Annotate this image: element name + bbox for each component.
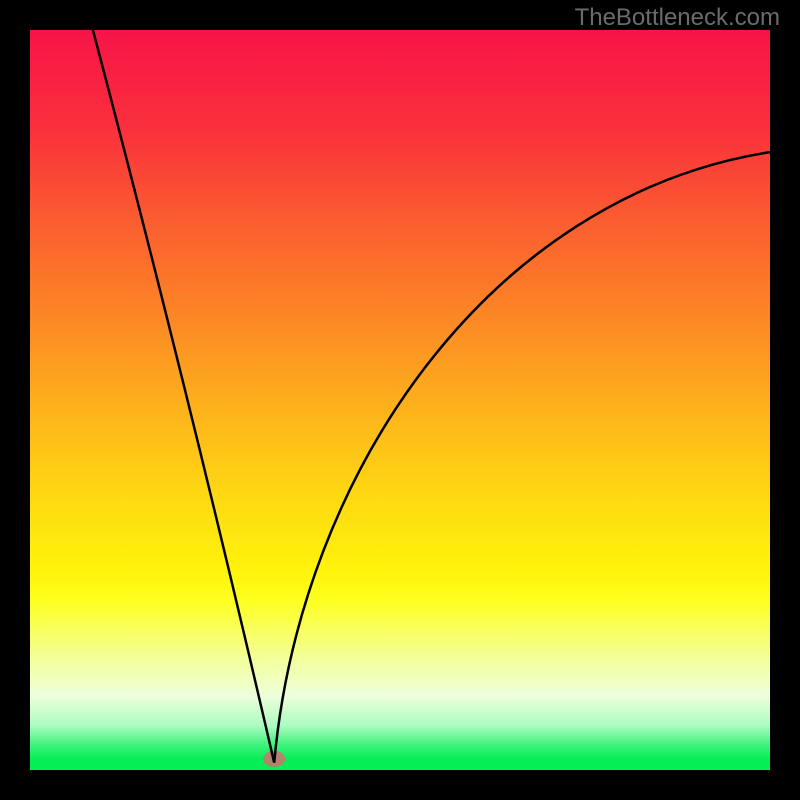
bottleneck-chart [0, 0, 800, 800]
chart-container: TheBottleneck.com [0, 0, 800, 800]
plot-background [30, 30, 770, 770]
watermark-text: TheBottleneck.com [575, 4, 780, 32]
